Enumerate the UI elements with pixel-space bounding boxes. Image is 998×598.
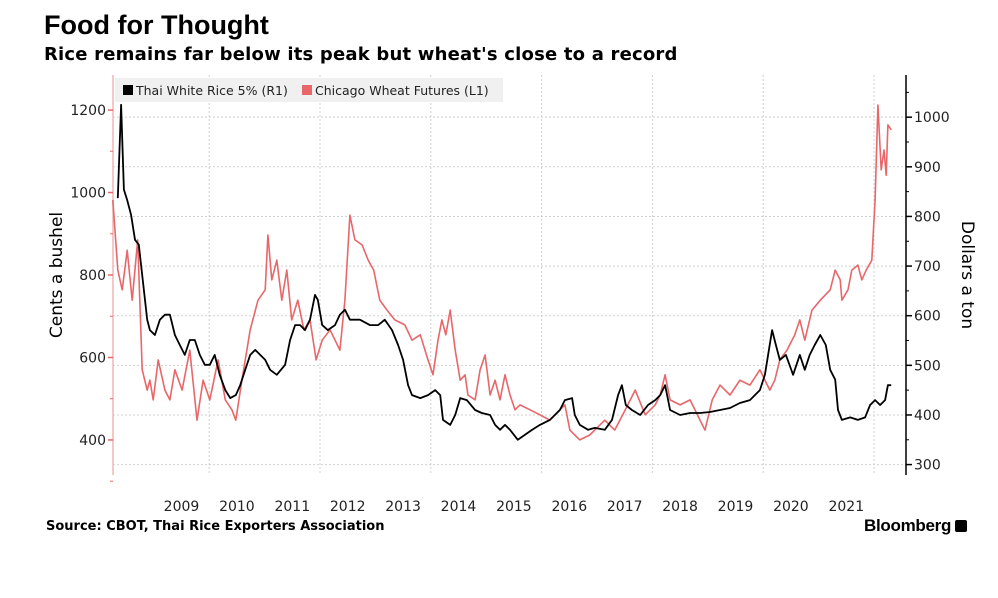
chart-subtitle: Rice remains far below its peak but whea…	[44, 44, 678, 65]
legend-label-rice: Thai White Rice 5% (R1)	[135, 83, 288, 98]
right-tick-label: 800	[914, 209, 941, 225]
right-tick-label: 1000	[914, 110, 950, 126]
wheat-line	[112, 104, 892, 441]
x-tick-label: 2013	[385, 499, 421, 515]
right-tick-label: 300	[914, 458, 941, 474]
legend-swatch-wheat	[302, 85, 312, 95]
gridlines	[113, 75, 906, 475]
x-tick-label: 2012	[330, 499, 366, 515]
legend-label-wheat: Chicago Wheat Futures (L1)	[315, 83, 489, 98]
legend-swatch-rice	[123, 85, 133, 95]
right-tick-label: 600	[914, 309, 941, 325]
y-axis-left-label: Cents a bushel	[47, 212, 67, 338]
series-lines	[112, 103, 892, 441]
legend: Thai White Rice 5% (R1) Chicago Wheat Fu…	[115, 78, 503, 102]
right-tick-label: 400	[914, 408, 941, 424]
x-tick-label: 2021	[828, 499, 864, 515]
x-tick-label: 2011	[274, 499, 310, 515]
x-tick-label: 2014	[441, 499, 477, 515]
left-tick-label: 600	[79, 350, 106, 366]
rice-line	[116, 103, 892, 441]
x-tick-label: 2010	[219, 499, 255, 515]
terminal-icon	[955, 520, 968, 532]
left-tick-label: 1000	[70, 186, 106, 202]
x-tick-label: 2015	[496, 499, 532, 515]
axes: 400 600 800 1000 1200 300 400 500 600 700 800 900 10…	[70, 75, 950, 515]
left-tick-label: 400	[79, 433, 106, 449]
x-tick-label: 2016	[551, 499, 587, 515]
left-tick-label: 800	[79, 268, 106, 284]
y-axis-right-label: Dollars a ton	[957, 221, 977, 329]
brand-name: Bloomberg	[864, 516, 952, 535]
x-tick-label: 2018	[662, 499, 698, 515]
chart-title: Food for Thought	[44, 10, 269, 40]
x-tick-label: 2020	[773, 499, 809, 515]
right-tick-label: 900	[914, 160, 941, 176]
x-tick-label: 2017	[607, 499, 643, 515]
right-tick-label: 500	[914, 358, 941, 374]
left-tick-label: 1200	[70, 103, 106, 119]
right-tick-label: 700	[914, 259, 941, 275]
source-note: Source: CBOT, Thai Rice Exporters Associ…	[46, 519, 385, 534]
bloomberg-logo: Bloomberg	[864, 516, 968, 536]
x-tick-label: 2019	[718, 499, 754, 515]
x-tick-label: 2009	[164, 499, 200, 515]
